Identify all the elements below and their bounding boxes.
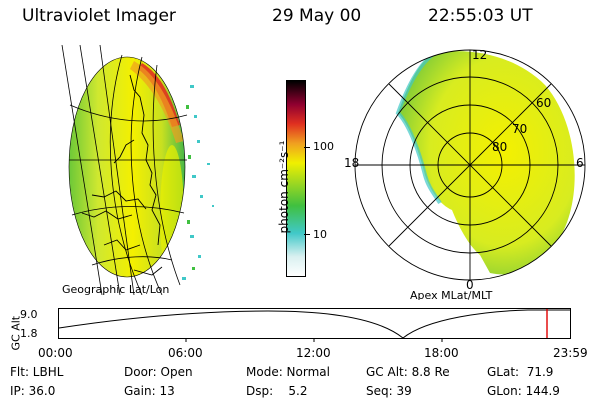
- colorbar-tick-label-100: 100: [313, 140, 334, 153]
- altitude-ytick-high: 9.0: [20, 308, 38, 321]
- mlt-label-18: 18: [344, 156, 359, 170]
- mlat-label-60: 60: [536, 96, 551, 110]
- altitude-xtick-1200: 12:00: [296, 346, 331, 360]
- geographic-image-panel: Geographic Lat/Lon: [61, 45, 214, 295]
- date-label: 29 May 00: [272, 6, 362, 26]
- earth-limb: [68, 56, 186, 278]
- altitude-plot: [58, 308, 571, 342]
- info-filter: Flt: LBHL: [10, 365, 64, 379]
- latlon-grid: [61, 45, 188, 295]
- earth-disk: [69, 57, 185, 277]
- time-label: 22:55:03 UT: [428, 6, 533, 26]
- coastlines: [81, 74, 163, 276]
- instrument-title: Ultraviolet Imager: [22, 6, 176, 26]
- info-door: Door: Open: [124, 365, 193, 379]
- colorbar-unit-label: photon cm⁻²s⁻¹: [277, 140, 291, 234]
- altitude-xtick-1800: 18:00: [424, 346, 459, 360]
- info-seq: Seq: 39: [366, 384, 412, 398]
- info-dsp: Dsp: 5.2: [246, 384, 308, 398]
- info-gc-alt: GC Alt: 8.8 Re: [366, 365, 450, 379]
- colorbar-tick-label-10: 10: [313, 228, 327, 241]
- limb-scatter: [182, 85, 214, 280]
- info-glon: GLon: 144.9: [487, 384, 560, 398]
- info-mode: Mode: Normal: [246, 365, 330, 379]
- mlat-label-80: 80: [492, 140, 507, 154]
- auroral-oval-glow: [130, 61, 184, 143]
- info-gain: Gain: 13: [124, 384, 175, 398]
- limb-scatter-green: [186, 105, 195, 270]
- polar-panel-caption: Apex MLat/MLT: [410, 289, 493, 300]
- altitude-xtick-2359: 23:59: [553, 346, 588, 360]
- polar-emission-edge: [395, 51, 442, 205]
- geo-panel-caption: Geographic Lat/Lon: [62, 283, 169, 295]
- colorbar-tick-100: [304, 147, 310, 148]
- mlt-label-12: 12: [472, 48, 487, 62]
- polar-emission: [398, 51, 575, 275]
- info-glat: GLat: 71.9: [487, 365, 554, 379]
- dayside-brightening: [160, 145, 184, 277]
- polar-grid: [354, 49, 586, 281]
- mlat-label-70: 70: [512, 122, 527, 136]
- colorbar-tick-10: [304, 234, 310, 235]
- info-ip: IP: 36.0: [10, 384, 56, 398]
- altitude-ytick-low: 1.8: [20, 327, 38, 340]
- polar-image-panel: 12 18 6 0 60 70 80 Apex MLat/MLT: [344, 48, 586, 300]
- colorbar: [286, 80, 306, 277]
- altitude-xtick-0600: 06:00: [168, 346, 203, 360]
- altitude-xtick-0000: 00:00: [38, 346, 73, 360]
- mlt-label-0: 0: [466, 278, 474, 292]
- mlt-label-6: 6: [576, 156, 584, 170]
- altitude-curve: [58, 309, 570, 339]
